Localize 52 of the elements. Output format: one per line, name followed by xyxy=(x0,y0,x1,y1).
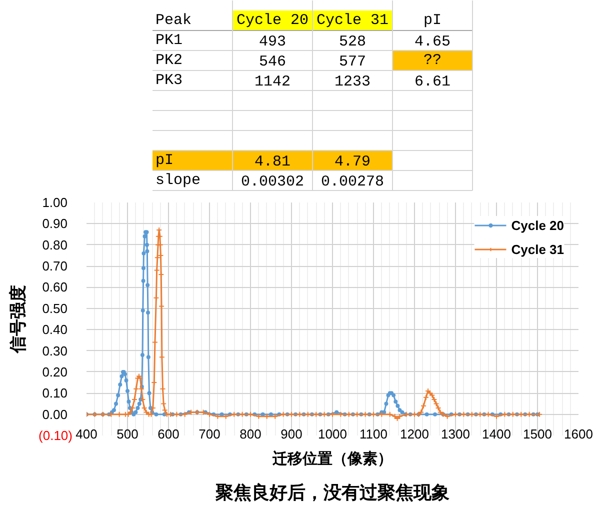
text: 4.81 xyxy=(254,154,291,170)
y-tick-label: 0.50 xyxy=(42,300,68,316)
text: Peak xyxy=(156,12,192,29)
text: 0.00302 xyxy=(240,174,304,190)
text: 493 xyxy=(259,34,286,50)
x-axis-title: 迁移位置（像素） xyxy=(272,450,392,468)
text: 1233 xyxy=(334,74,371,90)
y-axis-title: 信号强度 xyxy=(8,285,28,354)
text: pI xyxy=(424,12,442,29)
text: Cycle 20 xyxy=(236,12,309,29)
text: Cycle 31 xyxy=(316,12,389,29)
y-tick-label: 0.40 xyxy=(42,322,68,338)
x-tick-label: 1500 xyxy=(523,426,552,442)
x-tick-label: 900 xyxy=(280,426,302,442)
y-tick-label: 0.30 xyxy=(42,343,68,358)
x-tick-label: 1000 xyxy=(318,426,347,442)
y-tick-label: 1.00 xyxy=(42,195,68,210)
y-tick-label: 0.80 xyxy=(42,237,68,252)
y-tick-label: 0.20 xyxy=(42,364,68,380)
x-tick-label: 1400 xyxy=(482,426,511,442)
x-tick-label: 600 xyxy=(158,426,180,442)
text: pI xyxy=(156,152,174,169)
x-tick-label: 1200 xyxy=(400,426,429,442)
x-tick-label: 500 xyxy=(116,426,138,442)
x-tick-label: 700 xyxy=(198,426,220,442)
x-tick-label: 1100 xyxy=(360,426,388,442)
text: 528 xyxy=(339,34,366,50)
text: 6.61 xyxy=(414,74,451,90)
text: PK3 xyxy=(156,72,183,89)
text: PK2 xyxy=(156,52,183,69)
text: PK1 xyxy=(156,32,183,49)
y-tick-label: 0.00 xyxy=(42,406,68,422)
x-tick-label: 800 xyxy=(240,426,262,442)
text: 4.65 xyxy=(414,34,451,50)
text: slope xyxy=(156,172,201,189)
text: 1142 xyxy=(254,74,291,90)
y-tick-label: (0.10) xyxy=(38,428,73,443)
y-tick-label: 0.60 xyxy=(42,280,68,295)
text: 577 xyxy=(339,54,366,70)
legend-label: Cycle 31 xyxy=(511,240,564,258)
text: 0.00278 xyxy=(320,174,384,190)
text: ?? xyxy=(424,52,442,69)
y-tick-label: 0.70 xyxy=(42,258,68,274)
legend-label: Cycle 20 xyxy=(511,216,564,234)
y-tick-label: 0.90 xyxy=(42,216,68,232)
x-tick-label: 1300 xyxy=(441,426,470,442)
text: 4.79 xyxy=(334,154,371,170)
text: 聚焦良好后，没有过聚焦现象 xyxy=(214,482,450,502)
text: 546 xyxy=(259,54,286,70)
x-tick-label: 400 xyxy=(76,426,98,442)
y-tick-label: 0.10 xyxy=(42,386,68,401)
x-tick-label: 1600 xyxy=(564,426,593,442)
